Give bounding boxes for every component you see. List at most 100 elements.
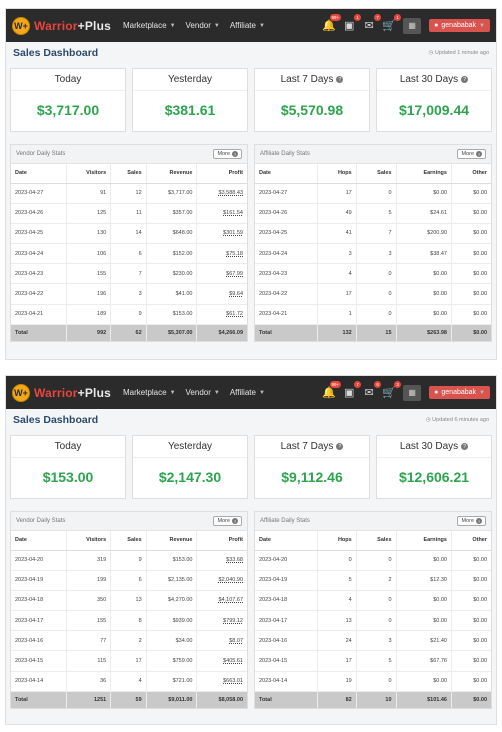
info-icon[interactable]: ? bbox=[336, 443, 344, 450]
profit-link[interactable]: $3,588.43 bbox=[196, 183, 247, 204]
table-cell: 17 bbox=[110, 650, 147, 672]
profit-link[interactable]: $663.01 bbox=[196, 671, 247, 692]
table-cell: 2023-04-15 bbox=[11, 650, 67, 672]
panel-header: Affiliate Daily Stats More? bbox=[255, 512, 491, 531]
profit-link[interactable]: $67.99 bbox=[196, 263, 247, 285]
more-button[interactable]: More? bbox=[213, 149, 242, 159]
table-cell: $24.61 bbox=[395, 203, 452, 224]
table-cell: 0 bbox=[316, 550, 357, 571]
table-cell: 17 bbox=[316, 183, 357, 204]
gift-icon[interactable]: ✉ 7 bbox=[363, 13, 382, 33]
column-header: Hops bbox=[316, 531, 357, 551]
profit-link[interactable]: $405.61 bbox=[196, 650, 247, 672]
shopping-cart-icon[interactable]: 🛒 1 bbox=[382, 13, 402, 33]
table-cell: 2 bbox=[355, 570, 397, 591]
bell-icon[interactable]: 🔔 99+ bbox=[322, 13, 342, 32]
profit-link[interactable]: $161.54 bbox=[196, 203, 247, 224]
table-cell: 189 bbox=[66, 304, 111, 325]
info-icon[interactable]: ? bbox=[461, 443, 469, 450]
info-icon[interactable]: ? bbox=[336, 76, 344, 83]
table-cell: $41.00 bbox=[145, 283, 197, 305]
table-row: 2023-04-24 106 6 $152.00 $75.18 bbox=[11, 243, 247, 265]
nav-label: Vendor bbox=[185, 21, 211, 30]
profit-link[interactable]: $8.07 bbox=[196, 630, 247, 652]
user-menu-button[interactable]: ● genababak ▼ bbox=[429, 386, 490, 399]
apps-grid-icon[interactable]: ▦ bbox=[403, 17, 422, 34]
total-cell: $4,266.09 bbox=[196, 324, 247, 342]
card-header: Yesterday bbox=[133, 69, 247, 91]
profit-link[interactable]: $75.18 bbox=[196, 243, 247, 265]
table-row: 2023-04-18 4 0 $0.00 $0.00 bbox=[255, 590, 491, 612]
more-button[interactable]: More? bbox=[457, 149, 486, 159]
notification-badge: 7 bbox=[354, 380, 362, 388]
table-cell: 2023-04-16 bbox=[11, 630, 67, 652]
more-label: More bbox=[217, 151, 230, 157]
apps-grid-icon[interactable]: ▦ bbox=[403, 384, 422, 401]
warriorplus-logo[interactable]: W+ Warrior+Plus bbox=[12, 16, 111, 35]
shopping-cart-icon[interactable]: 🛒 3 bbox=[382, 380, 402, 400]
table-cell: $0.00 bbox=[395, 263, 452, 285]
nav-affiliate[interactable]: Affiliate ▼ bbox=[230, 388, 265, 397]
user-icon: ● bbox=[434, 22, 439, 29]
nav-vendor[interactable]: Vendor ▼ bbox=[186, 388, 220, 397]
table-cell: $34.00 bbox=[145, 630, 197, 652]
card-last-7-days: Last 7 Days? $9,112.46 bbox=[254, 435, 370, 499]
profit-link[interactable]: $799.12 bbox=[196, 610, 247, 632]
table-cell: 2023-04-27 bbox=[255, 183, 318, 204]
stats-tables: Vendor Daily Stats More? Date Visitors Sal… bbox=[6, 144, 496, 343]
user-icon: ● bbox=[434, 389, 439, 396]
more-button[interactable]: More? bbox=[457, 516, 486, 526]
column-header: Visitors bbox=[66, 164, 111, 184]
bell-icon[interactable]: 🔔 99+ bbox=[322, 380, 342, 399]
profit-link[interactable]: $2,040.90 bbox=[196, 570, 247, 591]
table-row: 2023-04-19 5 2 $12.30 $0.00 bbox=[255, 570, 491, 591]
nav-label: Vendor bbox=[185, 388, 211, 397]
table-cell: 3 bbox=[355, 630, 397, 652]
table-cell: 1 bbox=[316, 304, 357, 325]
profit-link[interactable]: $301.59 bbox=[196, 223, 247, 245]
table-cell: 19 bbox=[316, 671, 357, 692]
table-cell: 3 bbox=[316, 243, 357, 265]
cart-icon[interactable]: ▣ 7 bbox=[343, 380, 362, 400]
nav-affiliate[interactable]: Affiliate ▼ bbox=[230, 21, 265, 30]
table-cell: 2023-04-18 bbox=[255, 590, 318, 612]
total-cell: Total bbox=[255, 691, 318, 709]
table-cell: 115 bbox=[66, 650, 111, 672]
nav-marketplace[interactable]: Marketplace ▼ bbox=[123, 388, 176, 397]
total-cell: $5,307.00 bbox=[145, 324, 197, 342]
table-cell: 2023-04-16 bbox=[255, 630, 318, 652]
stats-tables: Vendor Daily Stats More? Date Visitors Sal… bbox=[6, 511, 496, 710]
table-cell: 2023-04-17 bbox=[255, 610, 318, 632]
card-header: Last 30 Days? bbox=[377, 69, 491, 91]
card-label: Last 7 Days bbox=[280, 74, 334, 85]
nav-marketplace[interactable]: Marketplace ▼ bbox=[123, 21, 176, 30]
table-cell: 49 bbox=[316, 203, 357, 224]
table-cell: 3 bbox=[110, 283, 147, 305]
table-cell: 130 bbox=[66, 223, 111, 245]
nav-vendor[interactable]: Vendor ▼ bbox=[186, 21, 220, 30]
total-cell: 59 bbox=[110, 691, 147, 709]
username: genababak bbox=[441, 22, 477, 29]
more-button[interactable]: More? bbox=[213, 516, 242, 526]
table-cell: 2023-04-24 bbox=[255, 243, 318, 265]
profit-link[interactable]: $4,107.67 bbox=[196, 590, 247, 612]
panel-title: Vendor Daily Stats bbox=[16, 518, 66, 524]
info-icon: ? bbox=[476, 518, 482, 524]
table-row: 2023-04-19 199 6 $2,135.00 $2,040.90 bbox=[11, 570, 247, 591]
chevron-down-icon: ▼ bbox=[258, 389, 265, 396]
profit-link[interactable]: $61.72 bbox=[196, 304, 247, 325]
affiliate-stats-table: Date Hops Sales Earnings Other 2023-04-20 0 0 $… bbox=[255, 531, 491, 709]
warriorplus-logo[interactable]: W+ Warrior+Plus bbox=[12, 383, 111, 402]
table-cell: 9 bbox=[110, 550, 147, 571]
nav-menu: Marketplace ▼ Vendor ▼ Affiliate ▼ bbox=[123, 388, 265, 397]
profit-link[interactable]: $33.68 bbox=[196, 550, 247, 571]
table-cell: $0.00 bbox=[450, 550, 491, 571]
user-menu-button[interactable]: ● genababak ▼ bbox=[429, 19, 490, 32]
table-cell: $38.47 bbox=[395, 243, 452, 265]
summary-cards: Today $153.00 Yesterday $2,147.30 Last 7… bbox=[6, 435, 496, 499]
profit-link[interactable]: $9.64 bbox=[196, 283, 247, 305]
cart-icon[interactable]: ▣ 1 bbox=[343, 13, 362, 33]
info-icon[interactable]: ? bbox=[461, 76, 469, 83]
gift-icon[interactable]: ✉ 6 bbox=[363, 380, 382, 400]
table-cell: 4 bbox=[316, 263, 357, 285]
